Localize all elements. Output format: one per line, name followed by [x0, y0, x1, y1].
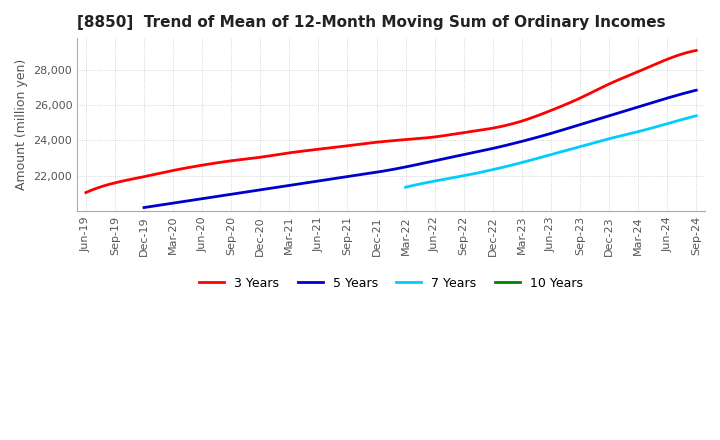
Y-axis label: Amount (million yen): Amount (million yen) — [15, 59, 28, 190]
Legend: 3 Years, 5 Years, 7 Years, 10 Years: 3 Years, 5 Years, 7 Years, 10 Years — [194, 272, 588, 295]
Text: [8850]  Trend of Mean of 12-Month Moving Sum of Ordinary Incomes: [8850] Trend of Mean of 12-Month Moving … — [77, 15, 666, 30]
